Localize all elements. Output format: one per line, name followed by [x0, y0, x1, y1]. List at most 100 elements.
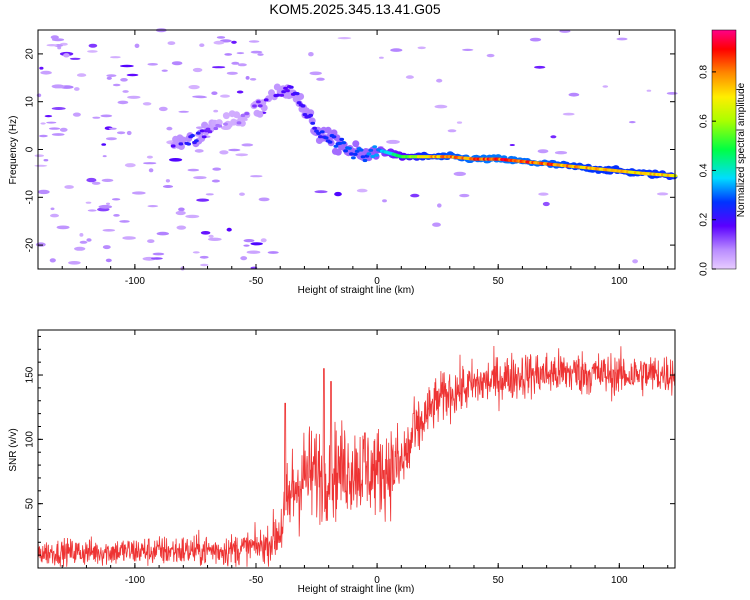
spectrogram-noise-blob — [231, 61, 240, 65]
spectrogram-noise-blob — [417, 46, 426, 50]
snr-panel: -100 -50 0 50 100 50 100 150 Height of straigh… — [8, 329, 676, 595]
spectrogram-ridge-core — [331, 135, 337, 139]
spectrogram-noise-blob — [152, 252, 165, 256]
spectrogram-noise-blob — [216, 36, 226, 39]
spectrogram-noise-blob — [308, 52, 314, 57]
spectrogram-ridge-core — [333, 144, 339, 148]
spectrogram-noise-blob — [116, 131, 126, 135]
spectrogram-noise-blob — [200, 231, 211, 235]
spectrogram-noise-blob — [226, 71, 238, 75]
spectrogram-noise-blob — [356, 188, 368, 193]
spectrogram-noise-blob — [632, 259, 638, 264]
spectrogram-ridge-core — [252, 104, 257, 108]
spectrogram-ridge-core — [341, 141, 347, 145]
spectrogram-ridge-core — [240, 113, 246, 118]
spectrogram-noise-blob — [87, 209, 97, 212]
spectrogram-noise-blob — [167, 41, 176, 45]
spectrogram-ridge-core — [283, 86, 288, 90]
spectrogram-noise-blob — [195, 96, 208, 99]
spectrogram-noise-blob — [316, 77, 325, 81]
spectrogram-noise-blob — [199, 255, 209, 259]
spectrogram-ridge-core — [316, 131, 321, 135]
spectrogram-ridge-core — [294, 92, 300, 96]
spectrogram-noise-blob — [105, 137, 117, 141]
spectrogram-noise-blob — [171, 61, 183, 66]
spectrogram-noise-blob — [193, 176, 207, 180]
spectrogram-noise-blob — [39, 134, 48, 138]
spectrogram-noise-blob — [106, 74, 117, 77]
spectrogram-noise-blob — [459, 193, 470, 198]
x-tick-label: 50 — [493, 276, 505, 287]
spectrogram-noise-blob — [437, 203, 442, 208]
spectrogram-noise-blob — [124, 163, 136, 168]
spectrogram-noise-blob — [628, 121, 636, 124]
spectrogram-ridge-core — [288, 85, 294, 89]
spectrogram-noise-blob — [34, 154, 44, 157]
spectrogram-noise-blob — [258, 197, 270, 202]
spectrogram-noise-blob — [456, 121, 463, 124]
x-tick-label: -100 — [125, 575, 145, 586]
spectrogram-noise-blob — [156, 231, 169, 236]
spectrogram-ridge-core — [279, 93, 285, 97]
spectrogram-y-label: Frequency (Hz) — [8, 116, 19, 185]
spectrogram-ridge-core — [372, 145, 378, 149]
spectrogram-noise-blob — [151, 257, 163, 260]
spectrogram-ridge-core — [349, 152, 354, 156]
spectrogram-noise-blob — [240, 256, 248, 261]
spectrogram-noise-blob — [148, 168, 154, 173]
spectrogram-ridge-core — [223, 122, 228, 126]
spectrogram-ridge-halo — [222, 112, 230, 120]
spectrogram-noise-blob — [550, 135, 557, 139]
spectrogram-noise-blob — [250, 242, 263, 246]
snr-series-line — [37, 345, 676, 567]
spectrogram-noise-blob — [101, 143, 107, 146]
spectrogram-noise-blob — [334, 191, 342, 197]
spectrogram-ridge-core — [194, 139, 199, 143]
spectrogram-noise-blob — [101, 178, 114, 182]
colorbar-gradient — [711, 29, 737, 270]
spectrogram-ridge-core — [302, 113, 308, 117]
spectrogram-noise-blob — [49, 258, 56, 263]
spectrogram-ridge-core — [319, 130, 325, 134]
spectrogram-noise-blob — [250, 175, 263, 178]
spectrogram-noise-blob — [220, 94, 230, 98]
spectrogram-noise-blob — [568, 92, 580, 97]
spectrogram-noise-blob — [98, 204, 113, 209]
spectrogram-noise-blob — [187, 168, 200, 172]
spectrogram-ridge-core — [343, 149, 348, 153]
spectrogram-ridge-core — [312, 126, 317, 130]
spectrogram-ridge-core — [308, 113, 314, 117]
y-tick-label: -20 — [25, 237, 36, 252]
x-tick-label: 50 — [493, 575, 505, 586]
spectrogram-noise-blob — [59, 127, 68, 132]
spectrogram-noise-blob — [616, 37, 628, 41]
spectrogram-noise-blob — [91, 181, 101, 185]
spectrogram-noise-blob — [248, 40, 260, 43]
spectrogram-noise-blob — [199, 43, 205, 47]
spectrogram-noise-blob — [50, 213, 59, 218]
spectrogram-ridge-core — [300, 104, 306, 108]
spectrogram-noise-blob — [146, 155, 153, 159]
spectrogram-noise-blob — [211, 91, 218, 95]
spectrogram-noise-blob — [131, 191, 146, 195]
spectrogram-noise-blob — [410, 193, 420, 198]
spectrogram-ridge-core — [186, 142, 192, 146]
spectrogram-noise-blob — [243, 244, 250, 247]
x-tick-label: -50 — [249, 276, 264, 287]
spectrogram-ridge-core — [275, 93, 281, 97]
spectrogram-noise-blob — [192, 251, 200, 254]
spectrogram-noise-blob — [113, 214, 120, 217]
spectrogram-noise-blob — [46, 44, 58, 47]
spectrogram-noise-blob — [231, 40, 237, 44]
spectrogram-noise-blob — [36, 93, 42, 98]
x-tick-label: 0 — [374, 276, 380, 287]
spectrogram-noise-blob — [108, 127, 117, 130]
x-tick-label: -50 — [249, 575, 264, 586]
spectrogram-ridge-core — [366, 152, 372, 156]
spectrogram-noise-blob — [228, 148, 241, 152]
spectrogram-noise-blob — [166, 126, 173, 131]
spectrogram-ridge-core — [257, 104, 263, 108]
spectrogram-ridge-core — [244, 112, 250, 116]
spectrogram-ridge-core — [310, 121, 316, 125]
